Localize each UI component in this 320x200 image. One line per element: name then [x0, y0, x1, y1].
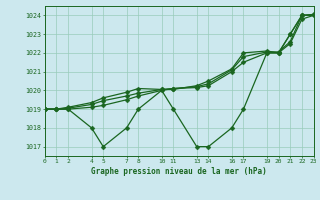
X-axis label: Graphe pression niveau de la mer (hPa): Graphe pression niveau de la mer (hPa)	[91, 167, 267, 176]
